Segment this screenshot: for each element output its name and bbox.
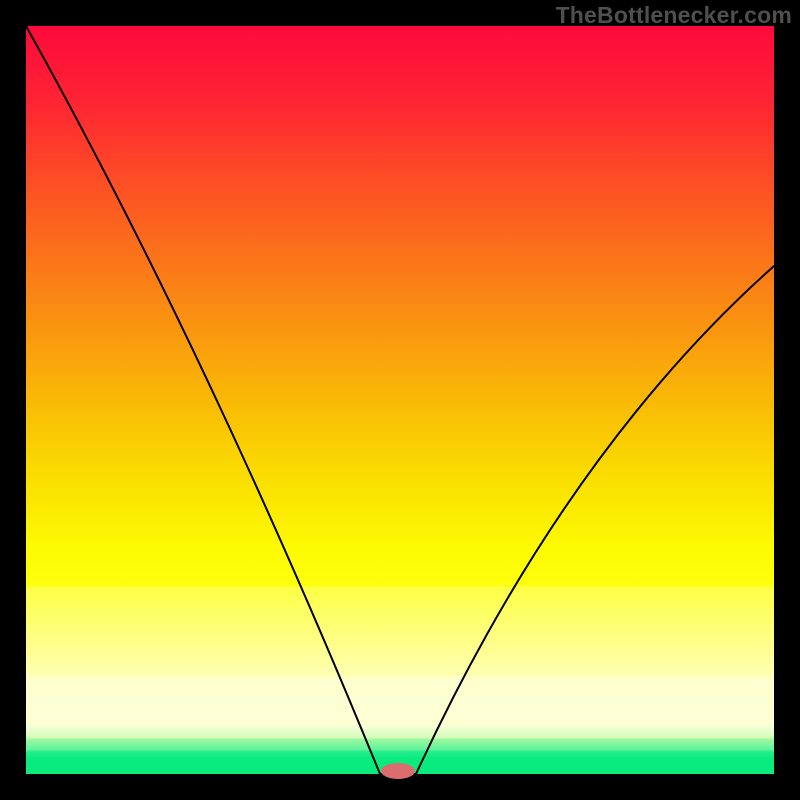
watermark-text: TheBottlenecker.com — [556, 2, 792, 29]
plot-area — [26, 26, 774, 774]
chart-stage: TheBottlenecker.com — [0, 0, 800, 800]
minimum-marker — [381, 763, 415, 779]
chart-svg — [0, 0, 800, 800]
